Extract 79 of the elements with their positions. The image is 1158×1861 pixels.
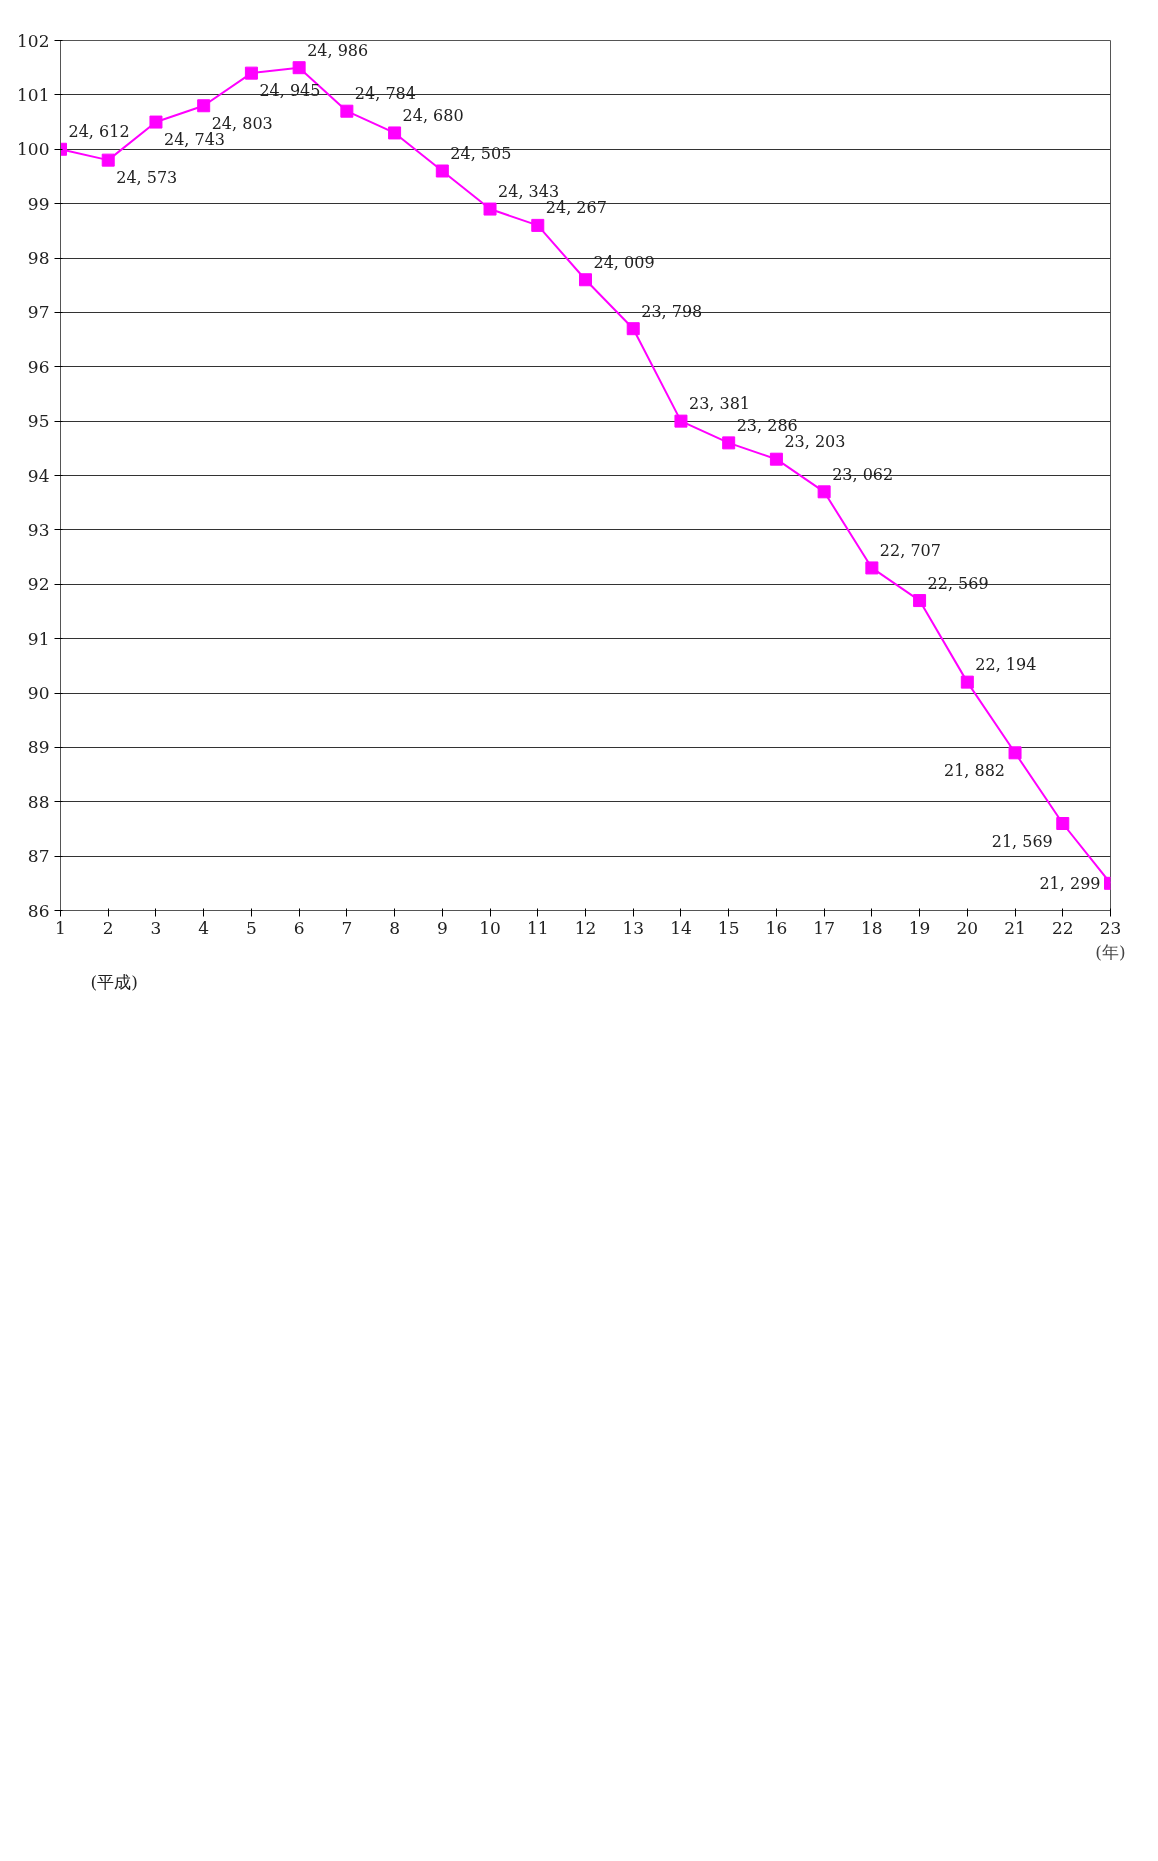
y-tick-label: 87 (27, 846, 50, 867)
x-tick-label: 23 (1099, 917, 1122, 938)
y-tick-label: 94 (27, 465, 50, 486)
point (244, 66, 258, 80)
x-tick-label: 4 (198, 917, 210, 938)
x-axis-title: (年) (1095, 941, 1126, 962)
y-tick-label: 100 (17, 139, 50, 160)
y-tick-label: 96 (27, 356, 50, 377)
x-tick-label: 10 (479, 917, 501, 938)
x-tick-label: 3 (150, 917, 162, 938)
y-tick-label: 99 (27, 193, 50, 214)
y-tick-label: 88 (27, 791, 50, 812)
annotation: 24, 680 (402, 105, 464, 125)
annotation: 24, 505 (450, 144, 512, 163)
point (913, 594, 927, 608)
point (817, 485, 831, 499)
point (1056, 817, 1070, 830)
x-tick-label: 14 (670, 917, 692, 938)
point (769, 452, 783, 466)
y-tick-label: 102 (17, 30, 50, 51)
x-tick-label: 15 (717, 917, 740, 938)
point (149, 115, 163, 129)
point (865, 561, 879, 575)
y-tick-label: 95 (27, 411, 50, 432)
text: (平成) (90, 971, 138, 992)
annotation: 24, 986 (307, 40, 369, 60)
x-tick-label: 17 (813, 917, 835, 938)
annotation: 23, 381 (688, 394, 751, 414)
x-tick-label: 8 (389, 917, 401, 938)
y-tick-label: 86 (27, 900, 50, 921)
y-tick-label: 97 (27, 302, 50, 323)
x-tick-label: 21 (1004, 917, 1026, 938)
x-tick-label: 6 (293, 917, 305, 938)
point (960, 675, 974, 689)
x-tick-label: 2 (102, 917, 114, 938)
y-tick-label: 98 (27, 248, 50, 268)
x-tick-label: 20 (956, 917, 979, 938)
annotation: 21, 299 (1039, 873, 1101, 893)
x-tick-label: 12 (574, 917, 597, 938)
annotation: 23, 203 (784, 432, 846, 452)
x-tick-label: 18 (861, 917, 883, 938)
annotation: 23, 286 (736, 415, 798, 435)
point (674, 414, 688, 428)
annotation: 24, 009 (593, 252, 655, 272)
point (435, 164, 449, 178)
annotation: 24, 573 (116, 168, 178, 188)
point (483, 202, 497, 216)
annotation: 24, 612 (68, 122, 130, 142)
y-tick-label: 92 (27, 574, 50, 595)
point (579, 273, 592, 287)
x-tick-label: 13 (622, 917, 645, 938)
y-tick-label: 89 (27, 737, 50, 758)
point (722, 436, 736, 450)
point (388, 126, 402, 140)
point (292, 61, 306, 75)
x-tick-label: 1 (55, 917, 66, 938)
x-tick-label: 7 (341, 917, 353, 938)
y-tick-label: 91 (27, 628, 50, 649)
x-tick-label: 22 (1051, 917, 1074, 938)
x-tick-label: 19 (908, 917, 931, 938)
y-tick-label: 93 (27, 519, 50, 540)
point (531, 218, 545, 232)
y-tick-label: 101 (17, 84, 50, 105)
annotation: 21, 569 (991, 831, 1053, 851)
point (1008, 746, 1022, 760)
point (197, 99, 211, 113)
x-tick-label: 11 (526, 917, 549, 938)
x-tick-label: 16 (765, 917, 788, 938)
y-tick-label: 90 (27, 683, 50, 703)
annotation: 24, 743 (163, 130, 226, 150)
x-tick-label: 5 (246, 917, 257, 938)
annotation: 22, 194 (975, 655, 1037, 675)
x-tick-label: 9 (436, 917, 448, 938)
annotation: 21, 882 (943, 760, 1006, 780)
point (626, 322, 640, 336)
annotation: 24, 803 (211, 113, 273, 133)
point (101, 153, 115, 167)
annotation: 22, 707 (879, 540, 941, 560)
point (340, 104, 354, 118)
